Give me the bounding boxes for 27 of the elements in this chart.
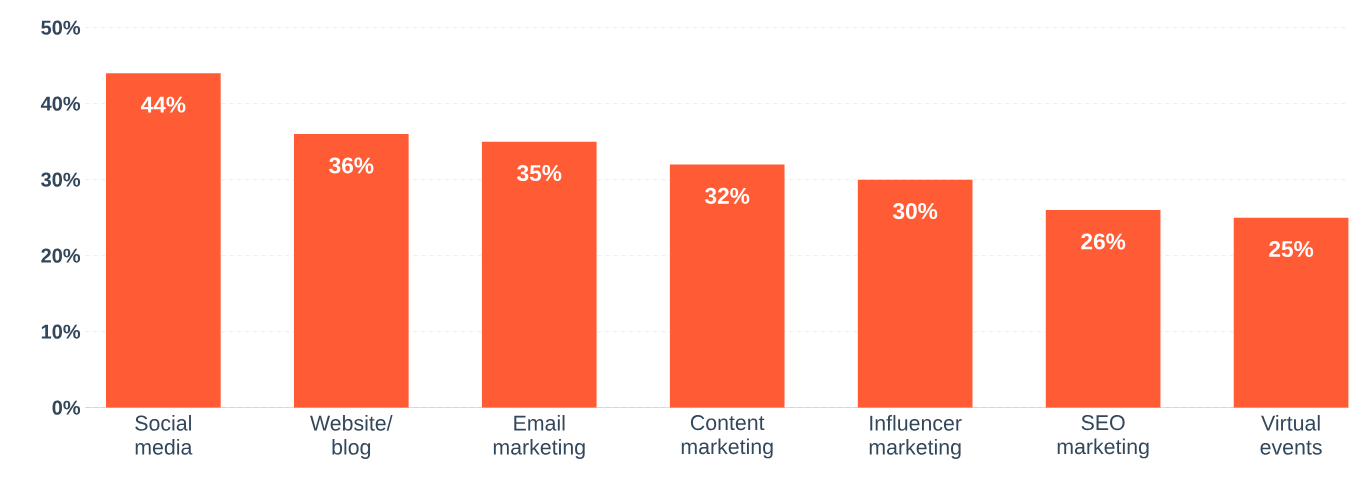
x-tick-label: Email marketing	[493, 415, 585, 459]
data-label: 32%	[705, 187, 750, 204]
data-label: 35%	[517, 165, 562, 182]
data-label: 26%	[1081, 233, 1126, 250]
data-label: 36%	[329, 157, 374, 174]
y-tick-label: 10%	[41, 324, 81, 339]
x-tick-label: Website/ blog	[310, 415, 393, 459]
bar	[1233, 217, 1349, 408]
y-tick-label: 30%	[41, 172, 81, 187]
y-tick-label: 0%	[52, 400, 81, 415]
x-tick-label: Influencer marketing	[869, 415, 962, 459]
x-tick-label: Virtual events	[1260, 415, 1322, 455]
bar	[1045, 210, 1161, 408]
y-tick-label: 50%	[41, 20, 81, 35]
bar	[293, 134, 409, 408]
data-label: 30%	[893, 203, 938, 220]
bar	[857, 179, 973, 408]
bar	[669, 164, 785, 408]
data-label: 44%	[140, 96, 186, 113]
x-tick-label: Social media	[135, 415, 193, 455]
bar	[106, 73, 221, 408]
y-tick-label: 40%	[40, 96, 81, 111]
data-label: 25%	[1269, 241, 1314, 258]
x-tick-label: SEO marketing	[1057, 415, 1149, 459]
x-tick-label: Content marketing	[681, 415, 773, 459]
y-tick-label: 20%	[41, 248, 81, 263]
bar	[481, 141, 597, 408]
